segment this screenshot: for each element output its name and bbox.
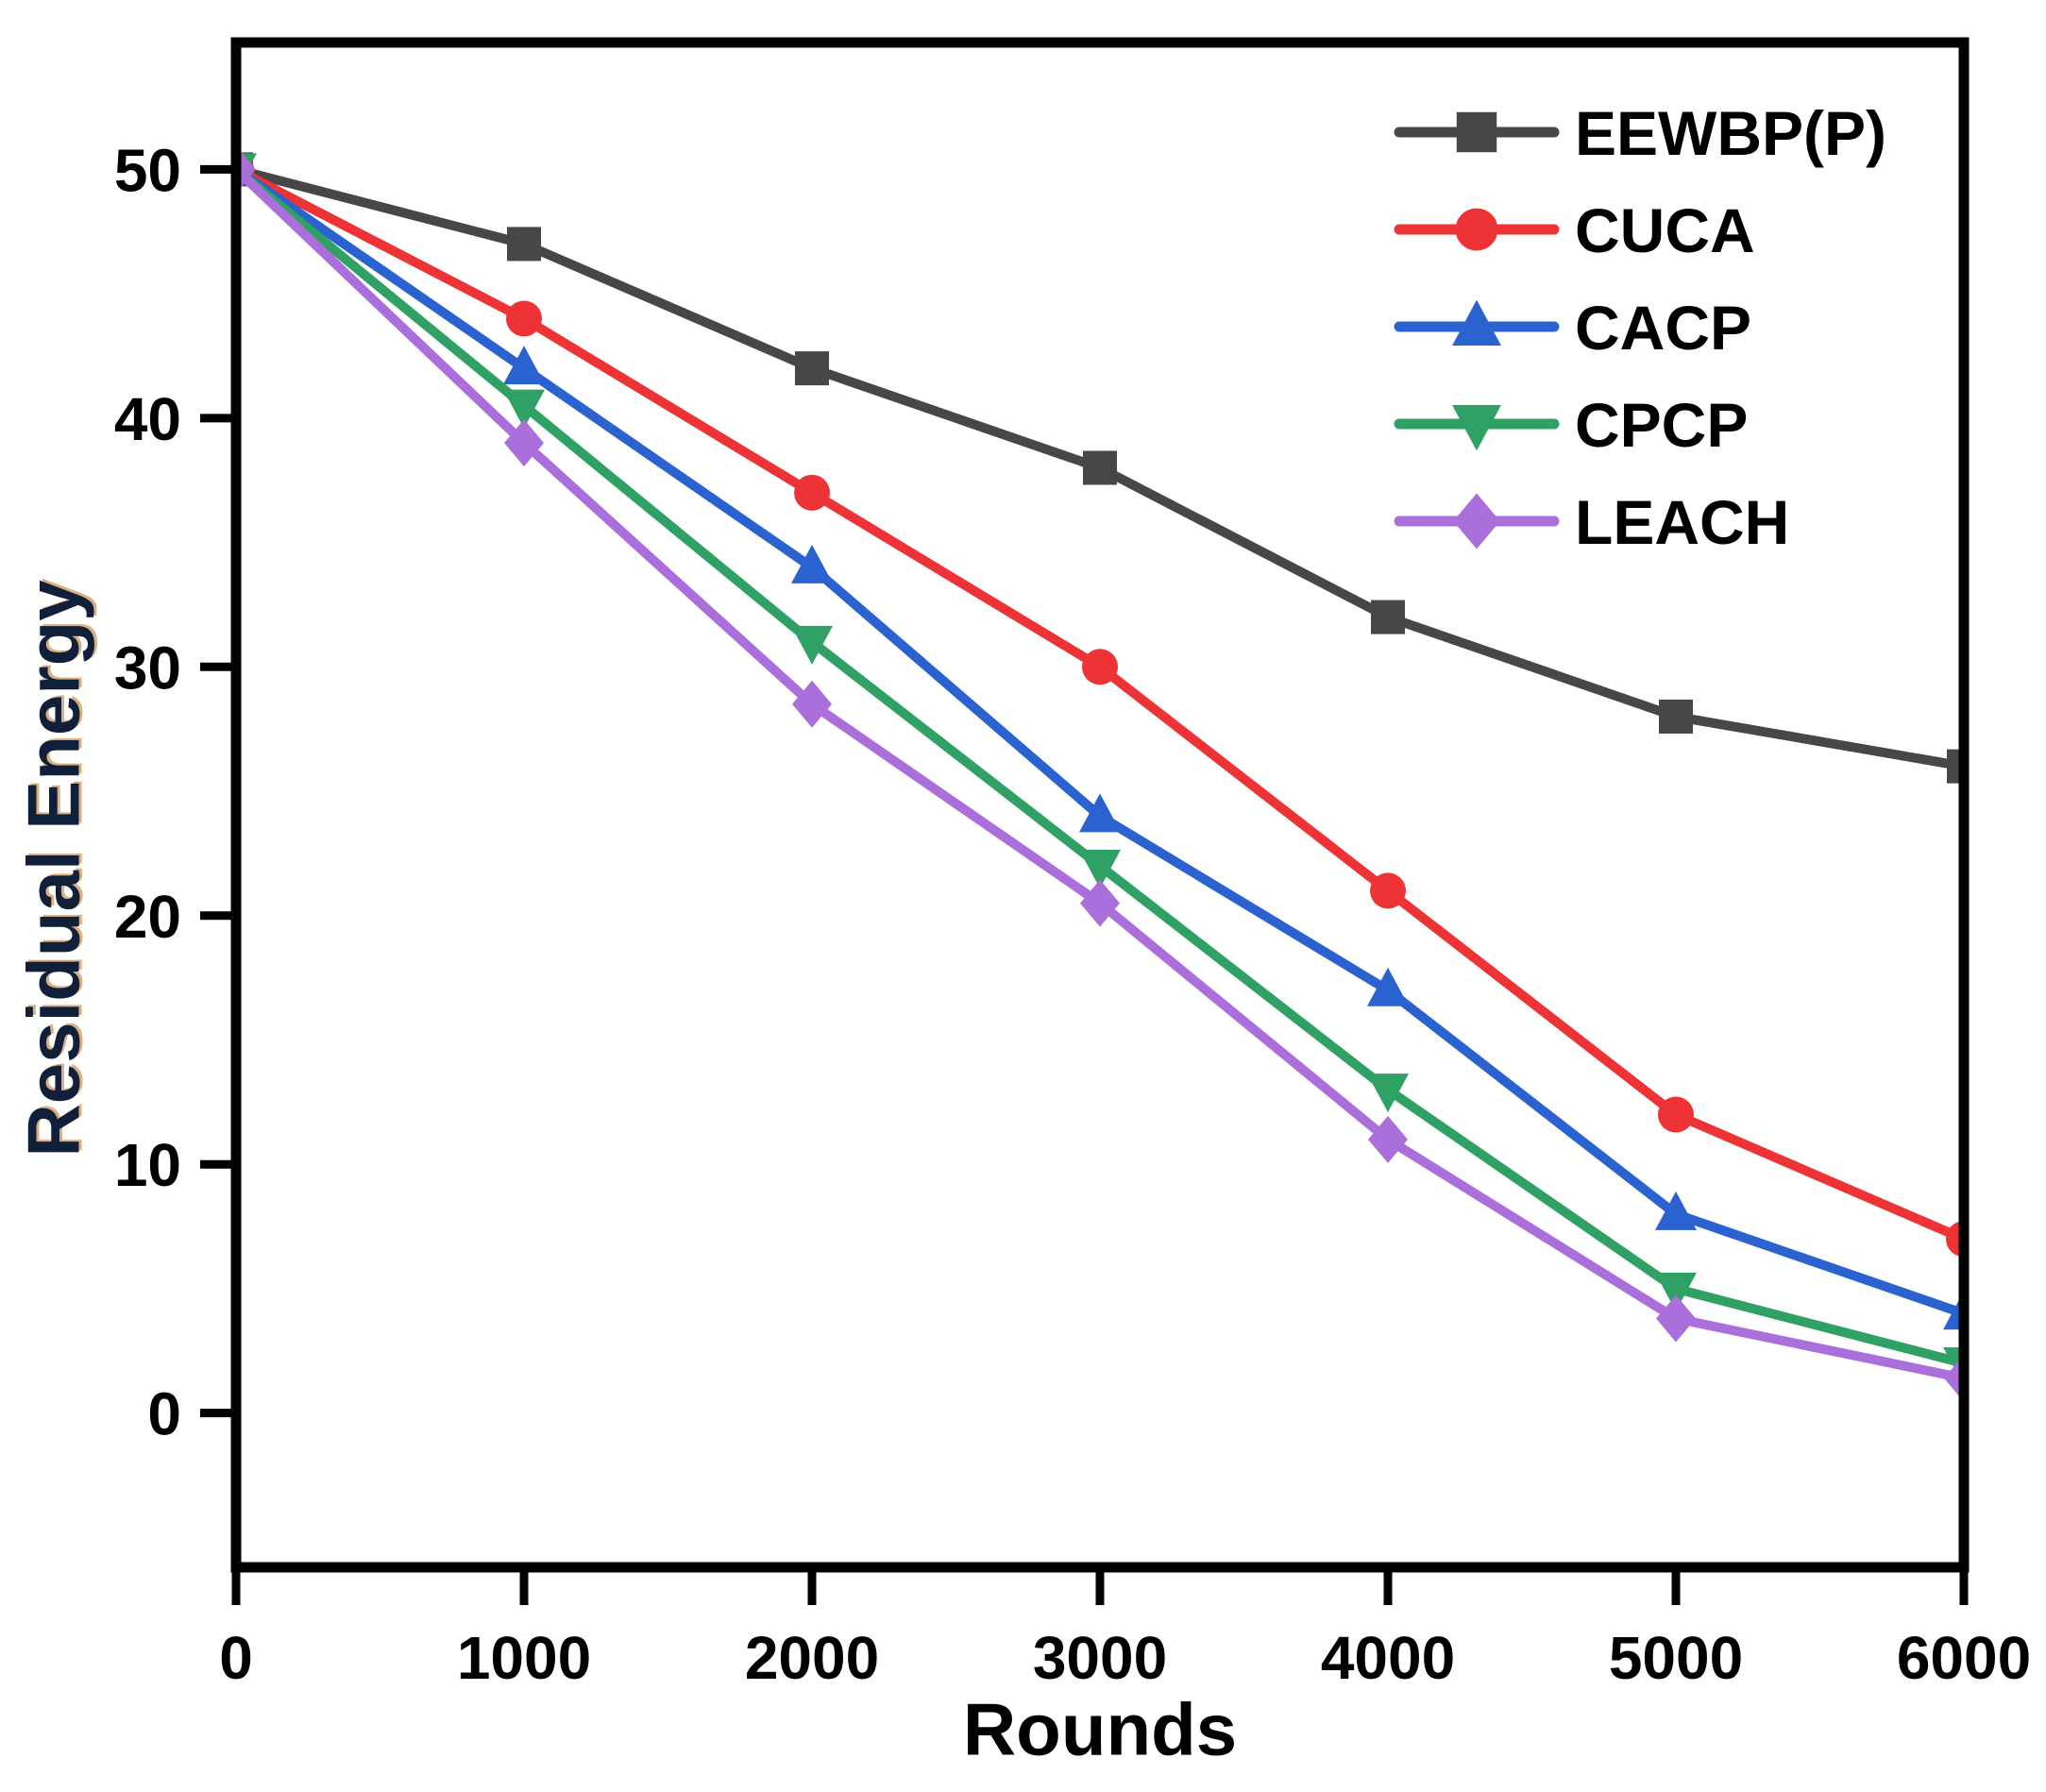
series-marker-eewbp-p xyxy=(1371,600,1405,634)
y-tick-label: 0 xyxy=(147,1380,181,1448)
x-tick-label: 4000 xyxy=(1321,1624,1455,1692)
legend-label-eewbp-p: EEWBP(P) xyxy=(1575,98,1886,168)
series-marker-cacp xyxy=(791,544,833,583)
y-tick-label: 10 xyxy=(114,1131,181,1199)
series-marker-cuca xyxy=(506,300,542,337)
series-marker-eewbp-p xyxy=(1659,699,1693,734)
legend-marker-eewbp-p xyxy=(1456,111,1497,153)
legend-label-cuca: CUCA xyxy=(1575,195,1755,265)
legend-label-cacp: CACP xyxy=(1575,293,1751,363)
series-marker-leach xyxy=(504,419,544,467)
series-marker-cuca xyxy=(1082,649,1118,685)
series-marker-cacp xyxy=(1367,967,1409,1006)
x-tick-label: 0 xyxy=(219,1624,253,1692)
series-marker-eewbp-p xyxy=(507,227,541,262)
y-tick-label: 30 xyxy=(114,634,181,702)
series-marker-eewbp-p xyxy=(795,351,829,386)
series-marker-cacp xyxy=(503,346,545,385)
legend-label-leach: LEACH xyxy=(1575,487,1789,557)
x-tick-label: 1000 xyxy=(457,1624,591,1692)
x-tick-label: 3000 xyxy=(1033,1624,1167,1692)
x-axis-title: Rounds xyxy=(962,1687,1238,1771)
x-tick-label: 5000 xyxy=(1609,1624,1743,1692)
legend-item-leach: LEACH xyxy=(1394,487,1789,557)
series-marker-eewbp-p xyxy=(1083,450,1117,485)
legend: EEWBP(P) CUCA CACP CPCP LEACH xyxy=(1394,98,1886,557)
legend-item-cacp: CACP xyxy=(1394,293,1751,363)
series-marker-leach xyxy=(792,680,832,728)
series-marker-cpcp xyxy=(1655,1272,1697,1311)
legend-item-eewbp-p: EEWBP(P) xyxy=(1394,98,1886,168)
series-marker-cpcp xyxy=(1079,850,1121,889)
series-marker-cuca xyxy=(1370,872,1406,909)
legend-marker-cacp xyxy=(1452,299,1501,347)
y-tick-label: 20 xyxy=(114,883,181,951)
x-tick-label: 6000 xyxy=(1897,1624,2031,1692)
y-axis-title: Residual Energy xyxy=(11,580,95,1158)
x-tick-label: 2000 xyxy=(745,1624,879,1692)
series-group xyxy=(236,145,1964,1402)
series-marker-cpcp xyxy=(1367,1074,1409,1113)
series-marker-leach xyxy=(1656,1294,1696,1343)
y-tick-label: 50 xyxy=(114,136,181,204)
series-marker-cuca xyxy=(1658,1096,1694,1133)
series-marker-cpcp xyxy=(503,389,545,429)
plot-frame xyxy=(230,37,1970,1573)
series-marker-cacp xyxy=(1079,793,1121,833)
series-marker-leach xyxy=(1368,1115,1408,1163)
series-marker-leach xyxy=(1080,879,1120,927)
legend-marker-leach xyxy=(1453,493,1500,549)
legend-marker-cpcp xyxy=(1452,404,1501,451)
y-tick-label: 40 xyxy=(114,385,181,453)
legend-item-cuca: CUCA xyxy=(1394,195,1755,265)
series-marker-cpcp xyxy=(791,625,833,665)
series-marker-cuca xyxy=(794,474,830,511)
legend-item-cpcp: CPCP xyxy=(1394,390,1748,460)
legend-label-cpcp: CPCP xyxy=(1575,390,1748,460)
legend-marker-cuca xyxy=(1455,208,1498,251)
series-marker-cacp xyxy=(1655,1191,1697,1230)
